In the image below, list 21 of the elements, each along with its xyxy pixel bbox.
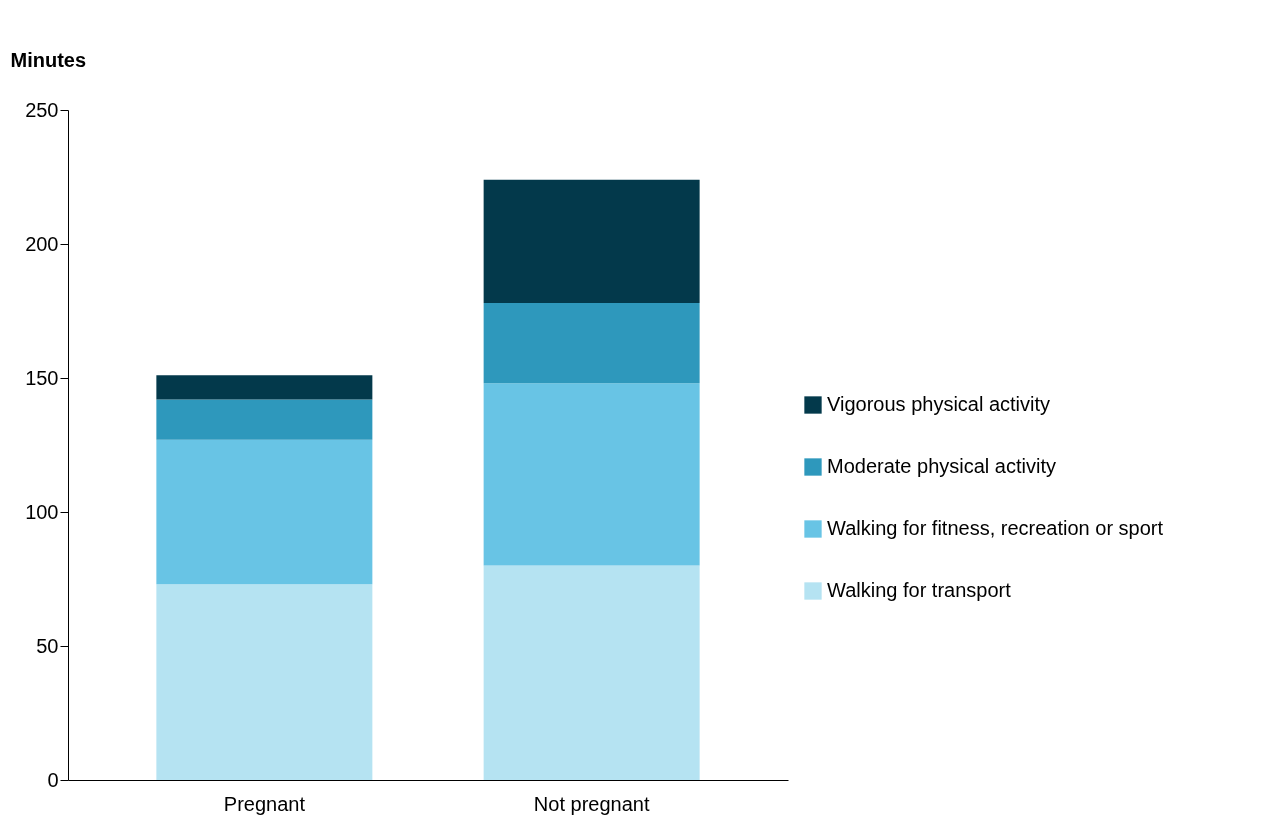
y-tick-label: 100 bbox=[25, 500, 59, 523]
legend-label: Walking for fitness, recreation or sport bbox=[827, 517, 1164, 539]
y-tick-label: 50 bbox=[36, 634, 59, 657]
bar bbox=[156, 439, 373, 585]
y-tick-label: 200 bbox=[25, 232, 59, 255]
bar bbox=[483, 565, 700, 780]
bar bbox=[483, 302, 700, 384]
legend-label: Vigorous physical activity bbox=[827, 393, 1051, 415]
legend-label: Moderate physical activity bbox=[827, 455, 1056, 477]
x-tick-label: Pregnant bbox=[223, 792, 306, 815]
x-tick-label: Not pregnant bbox=[533, 792, 650, 815]
bar bbox=[483, 383, 700, 566]
bar bbox=[156, 584, 373, 780]
y-tick-label: 0 bbox=[47, 768, 59, 791]
y-axis-title: Minutes bbox=[10, 48, 87, 71]
bar bbox=[156, 399, 373, 440]
bar bbox=[483, 179, 700, 303]
y-tick-label: 150 bbox=[25, 366, 59, 389]
legend-label: Walking for transport bbox=[827, 579, 1012, 601]
y-tick-label: 250 bbox=[25, 98, 59, 121]
bar bbox=[156, 375, 373, 400]
